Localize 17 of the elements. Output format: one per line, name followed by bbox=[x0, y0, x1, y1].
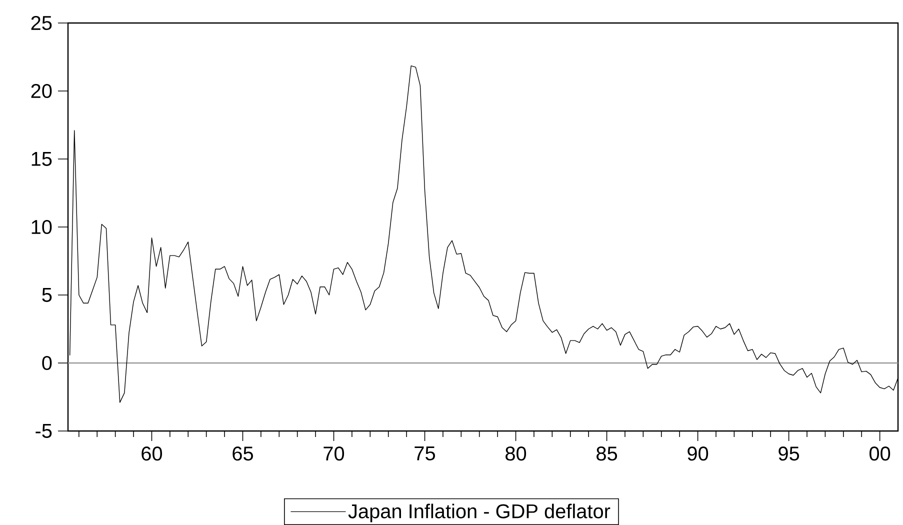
x-tick-label: 80 bbox=[506, 446, 526, 461]
x-tick-label: 60 bbox=[142, 446, 162, 461]
x-tick-label: 85 bbox=[596, 446, 618, 461]
y-tick-label: 25 bbox=[31, 16, 52, 30]
y-tick-label: -5 bbox=[36, 424, 52, 438]
y-tick-label: 5 bbox=[42, 288, 52, 302]
y-tick-label: 20 bbox=[31, 84, 52, 98]
y-tick-label: 10 bbox=[32, 220, 52, 234]
x-tick-label: 95 bbox=[778, 446, 800, 461]
y-tick-label: 15 bbox=[32, 152, 52, 166]
x-tick-label: 75 bbox=[414, 446, 436, 460]
y-tick-label: 0 bbox=[42, 356, 52, 370]
x-tick-label: 65 bbox=[232, 446, 253, 461]
x-tick-label: 90 bbox=[688, 446, 708, 461]
legend-label: Japan Inflation - GDP deflator bbox=[348, 504, 610, 522]
x-tick-label: 70 bbox=[324, 446, 344, 461]
x-tick-label: 00 bbox=[870, 446, 890, 461]
